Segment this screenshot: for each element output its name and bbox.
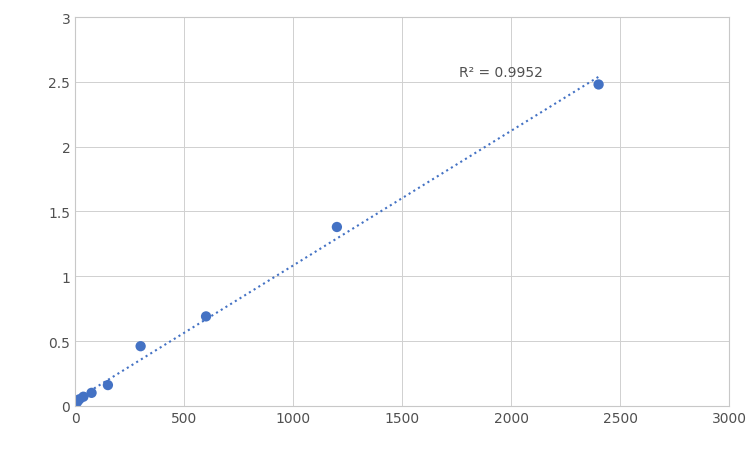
Point [86, 389, 98, 396]
Point [73, 396, 85, 403]
Text: R² = 0.9952: R² = 0.9952 [459, 66, 543, 80]
Point [77, 393, 89, 400]
Point [593, 82, 605, 89]
Point [200, 313, 212, 320]
Point [135, 343, 147, 350]
Point [69, 402, 81, 410]
Point [102, 382, 114, 389]
Point [331, 224, 343, 231]
Point [71, 398, 83, 405]
